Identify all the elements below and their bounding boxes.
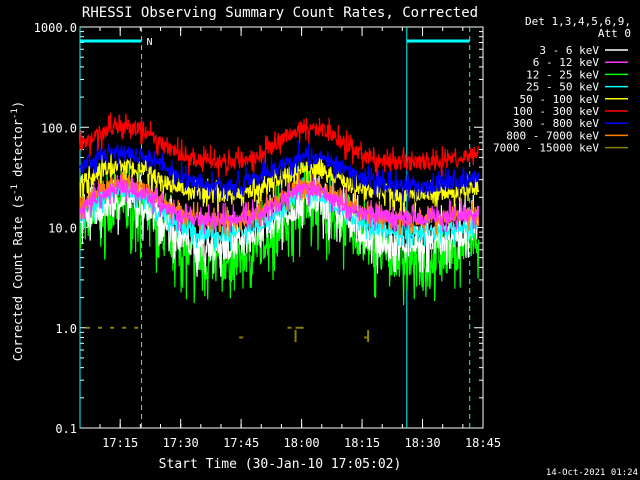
- legend-label: 300 - 800 keV: [513, 117, 599, 130]
- series-line: [79, 112, 480, 178]
- x-tick-label: 17:45: [223, 436, 259, 450]
- x-tick-label: 17:30: [163, 436, 199, 450]
- x-tick-label: 17:15: [102, 436, 138, 450]
- attenuator-marker: N: [147, 37, 153, 48]
- legend-label: 7000 - 15000 keV: [493, 142, 599, 155]
- x-tick-label: 18:45: [465, 436, 501, 450]
- legend-label: 6 - 12 keV: [533, 56, 600, 69]
- chart-title: RHESSI Observing Summary Count Rates, Co…: [82, 5, 478, 21]
- y-tick-label: 10.0: [48, 222, 77, 236]
- series-line: [79, 170, 480, 238]
- x-tick-label: 18:00: [284, 436, 320, 450]
- series-line: [79, 140, 480, 204]
- plot-area: 0.1 1.0 10.0 100.0 1000.0 17:15 17:30 17:45 18:0…: [34, 21, 501, 450]
- legend-label: 12 - 25 keV: [526, 68, 599, 81]
- legend-label: 100 - 300 keV: [513, 105, 599, 118]
- footer-timestamp: 14-Oct-2021 01:24: [546, 468, 638, 478]
- x-axis-label: Start Time (30-Jan-10 17:05:02): [159, 457, 402, 472]
- y-axis-label-sup2: -1: [10, 108, 20, 119]
- y-axis-label-mid: detector: [11, 119, 25, 184]
- y-axis-label: Corrected Count Rate (s-1 detector-1): [10, 101, 25, 361]
- legend-header-line2: Att 0: [598, 27, 631, 40]
- y-tick-label: 100.0: [41, 121, 77, 135]
- legend-label: 800 - 7000 keV: [506, 129, 599, 142]
- series-line: [79, 170, 480, 277]
- legend-header-line1: Det 1,3,4,5,6,9,: [525, 15, 631, 28]
- y-tick-label: 1.0: [55, 322, 77, 336]
- legend-label: 50 - 100 keV: [520, 93, 600, 106]
- legend-label: 3 - 6 keV: [539, 44, 599, 57]
- series-line: [79, 174, 480, 235]
- series-line: [79, 151, 480, 213]
- y-axis-label-main: Corrected Count Rate (s: [11, 195, 25, 361]
- y-axis-label-sup1: -1: [10, 184, 20, 195]
- y-tick-label: 1000.0: [34, 21, 77, 35]
- x-tick-label: 18:15: [344, 436, 380, 450]
- legend-label: 25 - 50 keV: [526, 81, 599, 94]
- y-axis-label-end: ): [11, 101, 25, 108]
- x-tick-label: 18:30: [404, 436, 440, 450]
- y-tick-label: 0.1: [55, 422, 77, 436]
